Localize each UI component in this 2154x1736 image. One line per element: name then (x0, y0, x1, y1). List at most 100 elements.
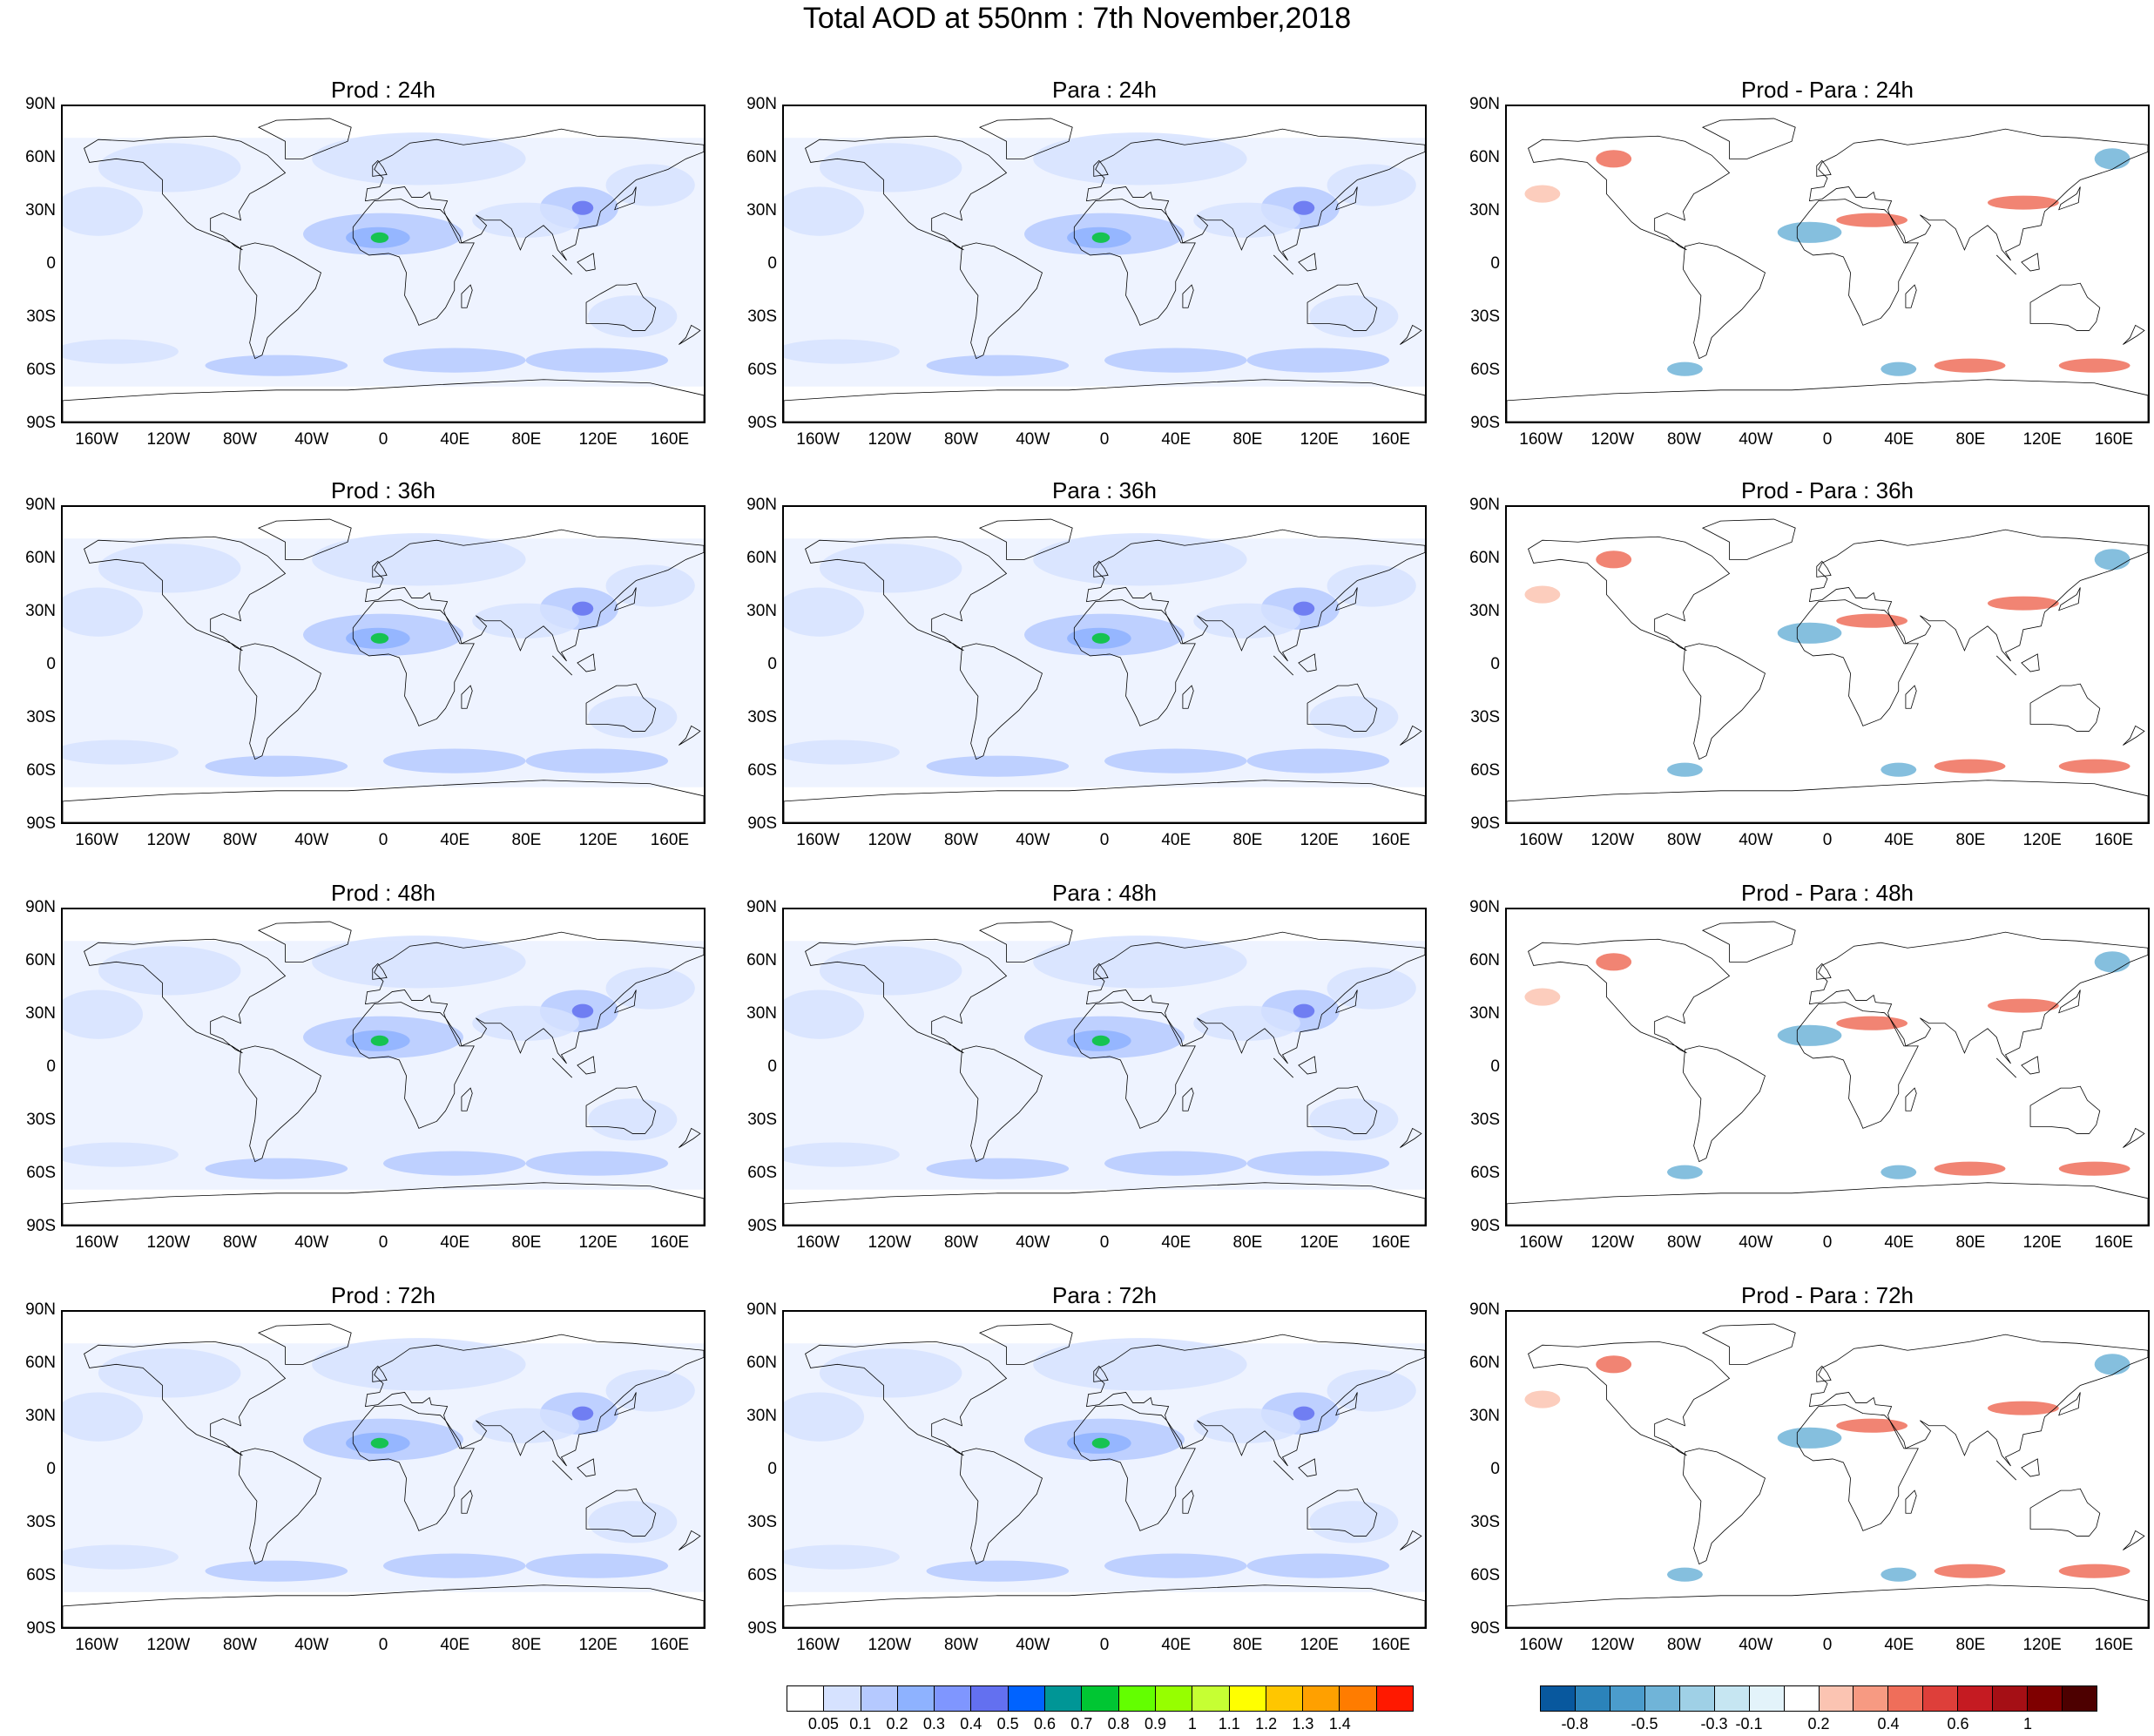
coastline (1995, 254, 2017, 275)
lon-tick-label: 160E (1371, 831, 1411, 849)
lon-tick-label: 40W (1739, 1233, 1773, 1252)
coastline (805, 536, 1008, 652)
aod-plume (525, 1553, 669, 1578)
lon-tick-label: 80W (1667, 1233, 1702, 1252)
aod-difference-patch (1596, 1355, 1632, 1374)
colorbar-swatch (1266, 1686, 1304, 1711)
lon-tick-label: 120W (868, 1636, 912, 1654)
lon-tick-label: 40E (440, 430, 470, 449)
world-map (1505, 1310, 2150, 1629)
coastline (959, 643, 1043, 760)
coastline (365, 529, 704, 662)
lon-tick-label: 160W (1519, 1636, 1563, 1654)
lon-tick-label: 40W (294, 1636, 329, 1654)
coastline (2029, 683, 2101, 732)
coastline (1796, 199, 1919, 326)
lat-tick-label: 90S (747, 1217, 777, 1235)
lat-tick-label: 30S (747, 1513, 777, 1531)
lat-tick-label: 90S (747, 414, 777, 432)
aod-plume (1309, 295, 1399, 338)
colorbar-swatch (1045, 1686, 1083, 1711)
aod-plume (1309, 1098, 1399, 1141)
colorbar-tick-label: 0.6 (1947, 1715, 1969, 1733)
aod-plume (1104, 1151, 1247, 1176)
lon-tick-label: 120E (1300, 430, 1339, 449)
aod-plume (525, 748, 669, 773)
lat-tick-label: 30S (26, 1513, 56, 1531)
coastline (63, 1182, 704, 1225)
lat-tick-label: 60N (746, 148, 777, 166)
aod-plume (784, 1544, 900, 1570)
lat-tick-label: 30N (25, 1407, 56, 1425)
lat-tick-label: 30S (26, 708, 56, 726)
lon-tick-label: 120E (2022, 430, 2062, 449)
coastline (585, 282, 657, 331)
lat-tick-label: 30N (25, 1004, 56, 1023)
lon-tick-label: 160E (2094, 430, 2134, 449)
lat-tick-label: 90N (1469, 1300, 1500, 1319)
lon-tick-label: 160E (650, 831, 690, 849)
coastline (1073, 1404, 1196, 1531)
aod-plume (370, 232, 389, 243)
aod-plume (1246, 348, 1390, 373)
lat-tick-label: 0 (1490, 655, 1500, 673)
aod-plume (605, 1369, 695, 1412)
aod-plume (63, 1392, 143, 1442)
coastline (1182, 1087, 1194, 1111)
world-map (61, 1310, 706, 1629)
colorbar-swatch (1644, 1686, 1680, 1711)
colorbar-swatch (1376, 1686, 1414, 1711)
coastline (1093, 963, 1109, 980)
lon-tick-label: 120W (1590, 1233, 1635, 1252)
coastline (1273, 254, 1294, 275)
lat-tick-label: 90S (26, 1619, 56, 1638)
coastline (365, 931, 704, 1064)
aod-plume (63, 1142, 179, 1167)
coastline (1682, 1045, 1766, 1163)
lon-tick-label: 120W (146, 831, 191, 849)
lon-tick-label: 0 (378, 1233, 388, 1252)
lon-tick-label: 160E (650, 430, 690, 449)
world-map (782, 1310, 1427, 1629)
aod-difference-patch (1524, 185, 1561, 203)
aod-plume (1246, 748, 1390, 773)
lat-tick-label: 90N (1469, 898, 1500, 916)
aod-difference-patch (1988, 998, 2059, 1013)
coastline (577, 253, 596, 272)
lon-tick-label: 120W (1590, 1636, 1635, 1654)
lon-tick-label: 80W (1667, 1636, 1702, 1654)
map-panel: Prod - Para : 48h 90N 60N 30N 0 30S 60S 90S 160W… (1453, 880, 2150, 1277)
lat-tick-label: 60N (746, 1354, 777, 1372)
lon-tick-label: 160W (796, 1636, 840, 1654)
coastline (1701, 518, 1796, 560)
lat-tick-label: 30S (747, 1111, 777, 1129)
coastline (1701, 921, 1796, 963)
lon-tick-label: 0 (1099, 1636, 1110, 1654)
aod-plume (1309, 696, 1399, 739)
coastline (352, 599, 475, 726)
world-map (782, 105, 1427, 423)
lat-tick-label: 90S (26, 414, 56, 432)
aod-plume (588, 295, 678, 338)
panel-title: Prod : 36h (331, 477, 436, 503)
figure-title: Total AOD at 550nm : 7th November,2018 (802, 2, 1352, 35)
coastline (2021, 253, 2040, 272)
coastline (1816, 1365, 1832, 1382)
lat-tick-label: 30N (1469, 201, 1500, 220)
colorbar-swatch (2028, 1686, 2063, 1711)
colorbar-swatch (1993, 1686, 2029, 1711)
aod-plume (98, 544, 241, 593)
lat-tick-label: 60S (1470, 361, 1500, 379)
aod-difference-patch (1667, 361, 1703, 376)
aod-difference-patch (1881, 1165, 1917, 1179)
lon-tick-label: 40W (294, 430, 329, 449)
aod-plume (819, 1348, 962, 1398)
aod-plume (1104, 1553, 1247, 1578)
lon-tick-label: 0 (1099, 430, 1110, 449)
lon-tick-label: 0 (378, 1636, 388, 1654)
aod-difference-patch (2058, 759, 2130, 773)
lon-tick-label: 120E (578, 1233, 618, 1252)
colorbar-tick-label: 0.8 (1107, 1715, 1130, 1733)
coastline (1905, 284, 1917, 308)
coastline (1073, 1002, 1196, 1129)
